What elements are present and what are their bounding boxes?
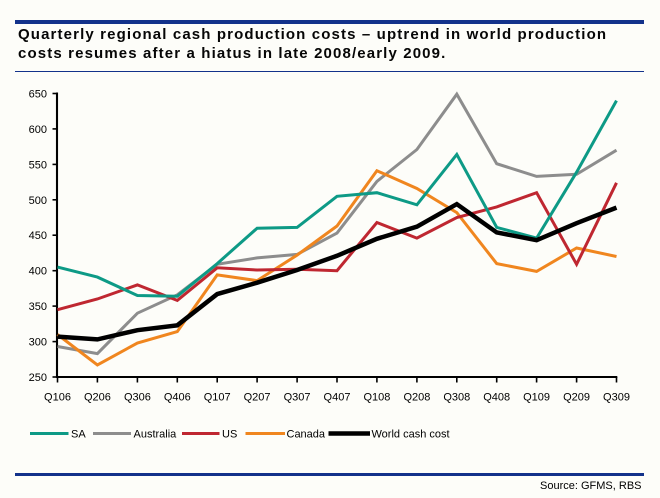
svg-text:Q308: Q308 [443,392,470,404]
svg-text:Q407: Q407 [324,392,351,404]
svg-text:World cash cost: World cash cost [372,429,450,441]
svg-text:Q408: Q408 [483,392,510,404]
svg-text:Canada: Canada [287,429,326,441]
svg-text:Source: GFMS, RBS: Source: GFMS, RBS [540,480,641,492]
svg-text:300: 300 [29,337,47,349]
svg-text:US: US [222,429,237,441]
svg-text:600: 600 [29,124,47,136]
svg-text:Q107: Q107 [204,392,231,404]
svg-text:Q106: Q106 [44,392,71,404]
svg-text:650: 650 [29,89,47,101]
svg-text:Q209: Q209 [563,392,590,404]
svg-text:400: 400 [29,266,47,278]
svg-text:Q306: Q306 [124,392,151,404]
svg-text:Australia: Australia [134,429,178,441]
svg-text:Q309: Q309 [603,392,630,404]
svg-text:Q207: Q207 [244,392,271,404]
svg-text:Q109: Q109 [523,392,550,404]
svg-text:350: 350 [29,301,47,313]
svg-text:550: 550 [29,159,47,171]
svg-text:Q108: Q108 [363,392,390,404]
svg-text:Q307: Q307 [284,392,311,404]
svg-text:SA: SA [71,429,86,441]
svg-text:450: 450 [29,230,47,242]
svg-text:500: 500 [29,195,47,207]
svg-text:250: 250 [29,372,47,384]
svg-text:Q208: Q208 [403,392,430,404]
svg-text:Q406: Q406 [164,392,191,404]
svg-text:Q206: Q206 [84,392,111,404]
